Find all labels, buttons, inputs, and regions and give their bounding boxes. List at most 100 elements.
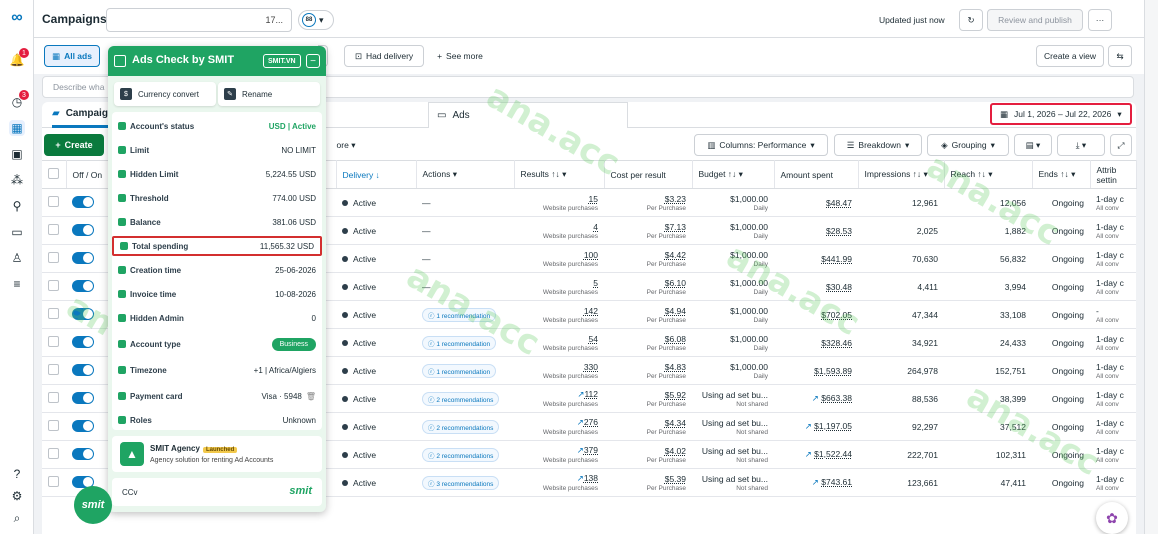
cpr-value[interactable]: $4.02 <box>664 445 686 456</box>
spent-value[interactable]: $743.61 <box>821 477 852 487</box>
row-cpr[interactable]: $4.02 Per Purchase <box>604 440 692 469</box>
spent-value[interactable]: $663.38 <box>821 393 852 403</box>
budget-value[interactable]: Using ad set bu... <box>701 445 768 456</box>
row-toggle[interactable] <box>72 335 94 348</box>
spent-value[interactable]: $328.46 <box>821 337 852 348</box>
row-budget[interactable]: Using ad set bu... Not shared <box>692 440 774 469</box>
select-all-checkbox[interactable] <box>48 168 59 179</box>
date-range-picker[interactable]: ▦ Jul 1, 2026 – Jul 22, 2026 ▾ <box>990 103 1132 125</box>
results-value[interactable]: 330 <box>583 361 598 372</box>
row-results[interactable]: 5 Website purchases <box>514 272 604 301</box>
row-toggle[interactable] <box>72 475 94 488</box>
row-select-cell[interactable] <box>42 216 66 245</box>
results-value[interactable]: 5 <box>593 277 598 288</box>
row-select-cell[interactable] <box>42 272 66 301</box>
row-budget[interactable]: $1,000.00 Daily <box>692 188 774 217</box>
cpr-value[interactable]: $4.83 <box>664 361 686 372</box>
results-value[interactable]: 112 <box>584 389 598 399</box>
pages-icon[interactable]: ▣ <box>11 147 23 161</box>
row-spent[interactable]: $702.05 <box>774 300 858 329</box>
select-all-cell[interactable] <box>42 160 67 189</box>
settings-people-icon[interactable]: ♙ <box>11 251 23 265</box>
cpr-value[interactable]: $7.13 <box>664 221 686 232</box>
review-publish-button[interactable]: Review and publish <box>987 9 1083 31</box>
results-value[interactable]: 142 <box>583 305 598 316</box>
budget-value[interactable]: Using ad set bu... <box>701 417 768 428</box>
row-select-cell[interactable] <box>42 384 66 413</box>
row-select-cell[interactable] <box>42 328 66 357</box>
row-actions[interactable]: ⓡ 3 recommendations <box>416 468 514 497</box>
results-value[interactable]: 100 <box>583 249 598 260</box>
more-dropdown[interactable]: ore ▾ <box>326 134 366 156</box>
row-checkbox[interactable] <box>48 336 59 347</box>
spent-value[interactable]: $441.99 <box>821 253 852 264</box>
row-budget[interactable]: $1,000.00 Daily <box>692 216 774 245</box>
row-actions[interactable]: ⓡ 2 recommendations <box>416 384 514 413</box>
col-results[interactable]: Results ↑↓ ▾ <box>514 160 605 189</box>
row-checkbox[interactable] <box>48 364 59 375</box>
row-actions[interactable]: ⓡ 2 recommendations <box>416 412 514 441</box>
row-select-cell[interactable] <box>42 412 66 441</box>
row-checkbox[interactable] <box>48 252 59 263</box>
currency-convert-button[interactable]: $ Currency convert <box>114 82 216 106</box>
col-ends[interactable]: Ends ↑↓ ▾ <box>1032 160 1091 189</box>
row-spent[interactable]: ↗ $1,197.05 <box>774 412 858 441</box>
row-checkbox[interactable] <box>48 420 59 431</box>
row-results[interactable]: ↗276 Website purchases <box>514 412 604 441</box>
col-amount-spent[interactable]: Amount spent <box>774 160 859 189</box>
notifications-icon[interactable]: 🔔 1 <box>9 48 29 68</box>
results-value[interactable]: 54 <box>588 333 598 344</box>
menu-icon[interactable]: ≡ <box>13 277 21 291</box>
assistant-floating-button[interactable]: ✿ <box>1096 502 1128 534</box>
row-toggle[interactable] <box>72 279 94 292</box>
row-budget[interactable]: Using ad set bu... Not shared <box>692 468 774 497</box>
col-budget[interactable]: Budget ↑↓ ▾ <box>692 160 775 189</box>
spent-value[interactable]: $1,593.89 <box>814 365 852 376</box>
tools-icon[interactable]: ⚲ <box>12 199 22 213</box>
trash-icon[interactable]: 🗑 <box>305 391 316 401</box>
budget-value[interactable]: $1,000.00 <box>730 221 768 232</box>
row-spent[interactable]: $441.99 <box>774 244 858 273</box>
row-toggle[interactable] <box>72 363 94 376</box>
row-select-cell[interactable] <box>42 188 66 217</box>
row-checkbox[interactable] <box>48 280 59 291</box>
row-toggle[interactable] <box>72 251 94 264</box>
row-checkbox[interactable] <box>48 196 59 207</box>
row-results[interactable]: 4 Website purchases <box>514 216 604 245</box>
results-value[interactable]: 15 <box>588 193 598 204</box>
row-toggle[interactable] <box>72 195 94 208</box>
spent-value[interactable]: $1,197.05 <box>814 421 852 431</box>
smit-agency-banner[interactable]: ▲ SMIT Agency Launched Agency solution fo… <box>112 436 322 472</box>
row-cpr[interactable]: $4.42 Per Purchase <box>604 244 692 273</box>
budget-value[interactable]: $1,000.00 <box>730 277 768 288</box>
row-results[interactable]: ↗379 Website purchases <box>514 440 604 469</box>
col-impressions[interactable]: Impressions ↑↓ ▾ <box>858 160 945 189</box>
cpr-value[interactable]: $4.94 <box>664 305 686 316</box>
row-toggle[interactable] <box>72 223 94 236</box>
ads-manager-grid-icon[interactable]: ▦ <box>9 120 25 136</box>
cpr-value[interactable]: $3.23 <box>664 193 686 204</box>
col-attribution[interactable]: Attrib settin <box>1090 160 1137 189</box>
row-spent[interactable]: ↗ $663.38 <box>774 384 858 413</box>
row-budget[interactable]: $1,000.00 Daily <box>692 328 774 357</box>
spent-value[interactable]: $30.48 <box>826 281 852 292</box>
col-cost-per-result[interactable]: Cost per result <box>604 160 693 189</box>
row-cpr[interactable]: $4.94 Per Purchase <box>604 300 692 329</box>
expand-button[interactable]: ⤢ <box>1110 134 1132 156</box>
row-cpr[interactable]: $7.13 Per Purchase <box>604 216 692 245</box>
spent-value[interactable]: $48.47 <box>826 197 852 208</box>
results-value[interactable]: 138 <box>583 473 598 483</box>
more-options-button[interactable]: ··· <box>1088 9 1112 31</box>
row-select-cell[interactable] <box>42 300 66 329</box>
row-budget[interactable]: $1,000.00 Daily <box>692 300 774 329</box>
results-value[interactable]: 276 <box>583 417 598 427</box>
account-selector[interactable]: 17... <box>106 8 292 32</box>
row-results[interactable]: 330 Website purchases <box>514 356 604 385</box>
row-spent[interactable]: ↗ $743.61 <box>774 468 858 497</box>
cpr-value[interactable]: $5.39 <box>664 473 686 484</box>
create-button[interactable]: + Create <box>44 134 104 156</box>
filter-settings-button[interactable]: ⇆ <box>1108 45 1132 67</box>
row-checkbox[interactable] <box>48 448 59 459</box>
all-ads-button[interactable]: ▦ All ads <box>44 45 100 67</box>
row-budget[interactable]: $1,000.00 Daily <box>692 356 774 385</box>
